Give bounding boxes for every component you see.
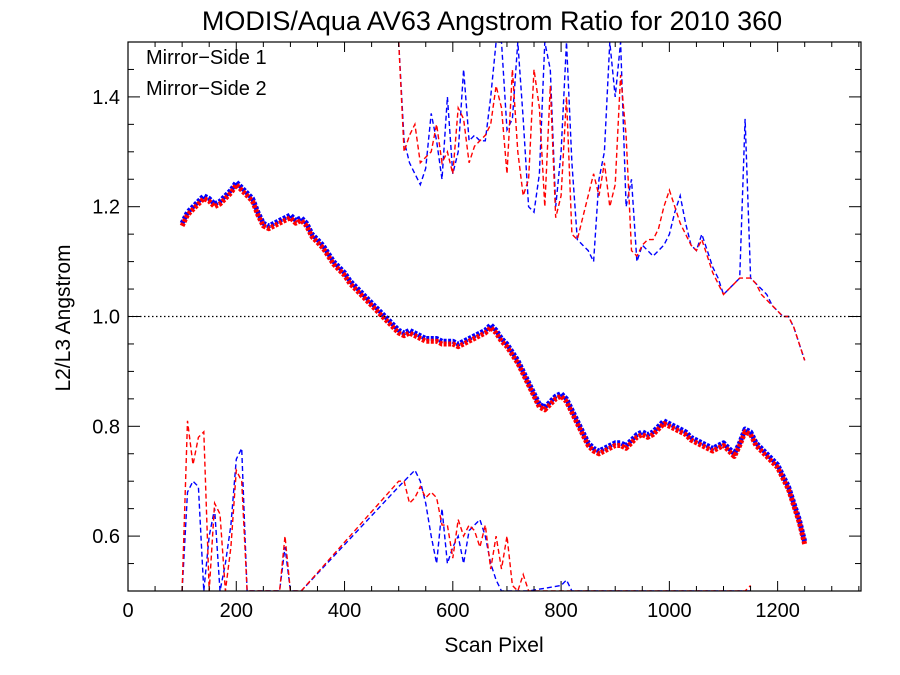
series-2-noisy-upper-line	[398, 42, 806, 361]
series-1-noisy-lower-line	[181, 447, 751, 591]
plot-frame	[127, 41, 862, 592]
y-axis: 0.6 0.8 1.0 1.2 1.4	[92, 68, 861, 565]
x-tick-label: 1000	[647, 600, 692, 622]
y-tick-label: 1.2	[92, 197, 120, 219]
series-1-line	[179, 179, 808, 543]
x-axis-label: Scan Pixel	[444, 634, 543, 657]
x-tick-label: 400	[328, 600, 361, 622]
data-layer	[179, 42, 808, 591]
legend-entry-mirror-side-2: Mirror−Side 2	[146, 78, 267, 100]
x-tick-label: 600	[436, 600, 469, 622]
x-tick-label: 800	[544, 600, 577, 622]
chart-title: MODIS/Aqua AV63 Angstrom Ratio for 2010 …	[202, 6, 782, 36]
series-1-noisy-upper-line	[398, 42, 806, 361]
x-axis: 0 200 400 600 800 1000 1200	[122, 42, 860, 622]
series-2-noisy-lower-line	[181, 420, 752, 591]
series-2-line	[179, 182, 808, 545]
y-tick-label: 0.6	[92, 526, 120, 548]
x-tick-label: 200	[220, 600, 253, 622]
y-tick-label: 1.4	[92, 87, 120, 109]
y-tick-label: 0.8	[92, 416, 120, 438]
y-tick-label: 1.0	[92, 307, 120, 329]
x-tick-label: 1200	[755, 600, 800, 622]
legend-entry-mirror-side-1: Mirror−Side 1	[146, 47, 267, 69]
legend: Mirror−Side 1 Mirror−Side 2	[146, 47, 267, 100]
x-tick-label: 0	[122, 600, 133, 622]
y-axis-label: L2/L3 Angstrom	[52, 244, 75, 391]
